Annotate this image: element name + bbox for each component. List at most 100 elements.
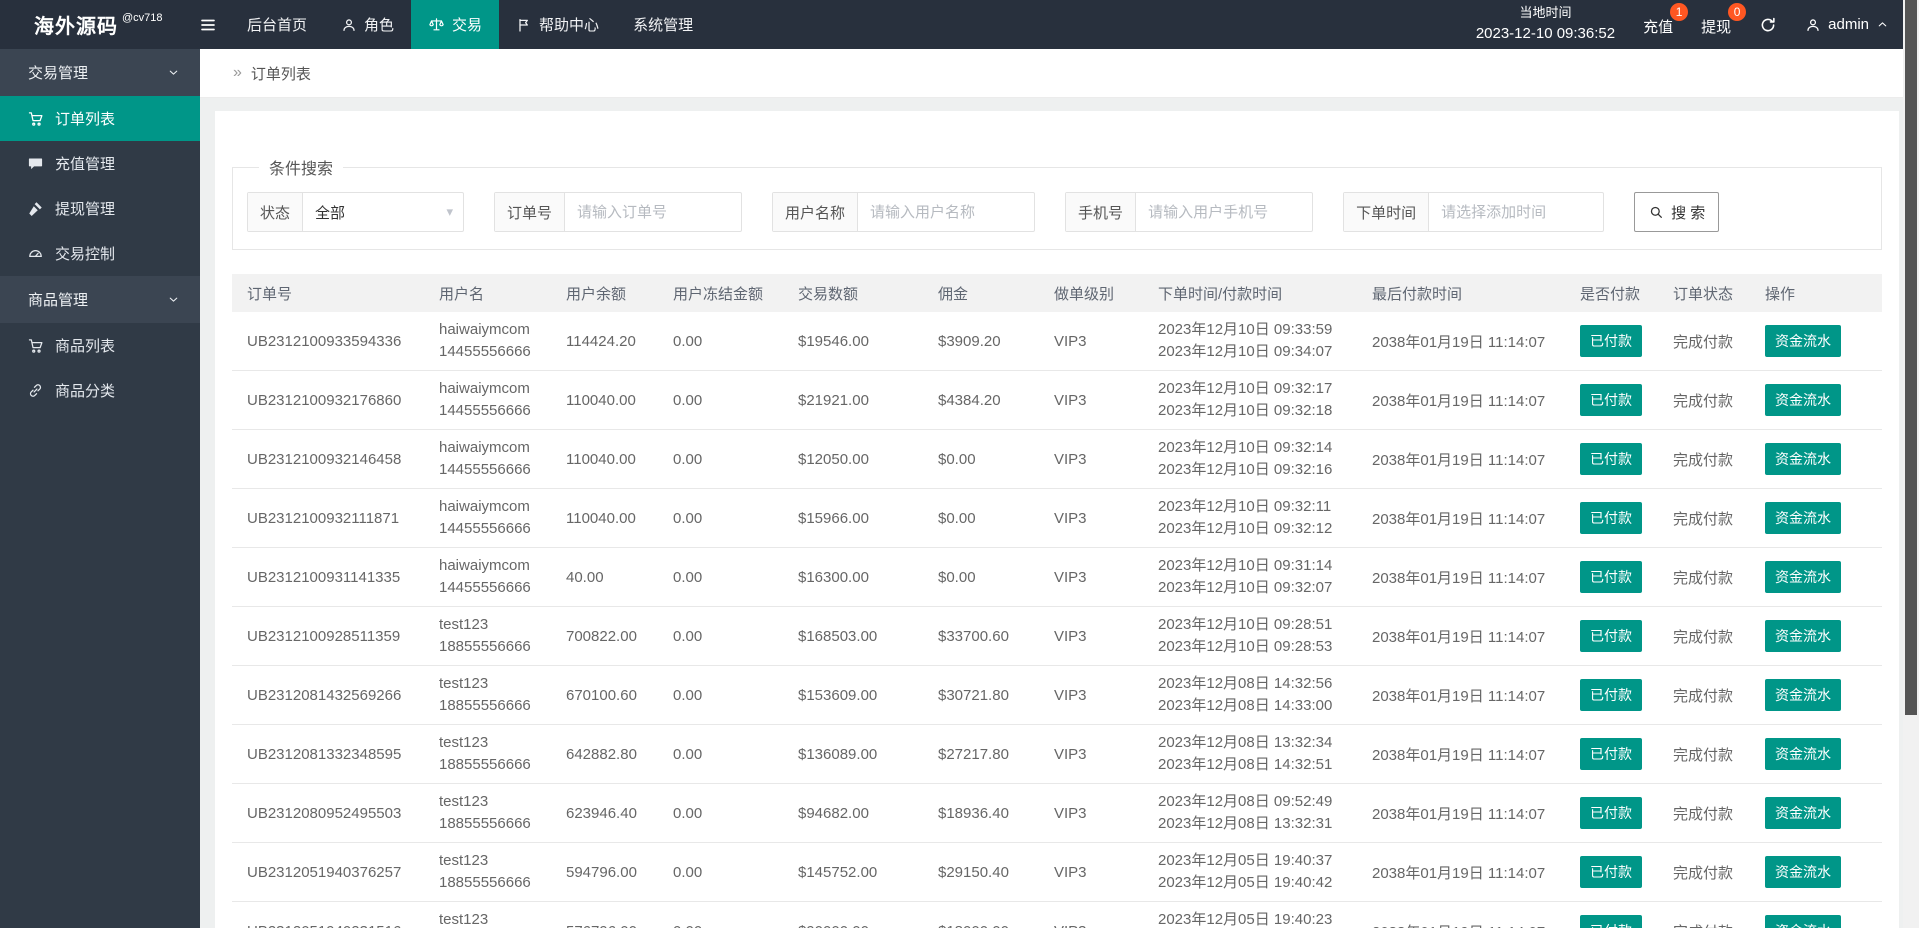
cell-balance: 110040.00 — [551, 429, 658, 489]
phone-text: 18855556666 — [439, 874, 531, 891]
fund-flow-button[interactable]: 资金流水 — [1765, 384, 1841, 416]
status-select[interactable]: 全部 ▾ — [303, 193, 463, 231]
order-time-text: 2023年12月08日 13:32:34 — [1158, 734, 1333, 751]
nav-item-system[interactable]: 系统管理 — [616, 0, 710, 49]
chevron-down-icon — [167, 293, 180, 306]
withdraw-button[interactable]: 提现 0 — [1701, 3, 1747, 37]
pay-time-text: 2023年12月08日 13:32:31 — [1158, 815, 1333, 832]
fund-flow-button[interactable]: 资金流水 — [1765, 856, 1841, 888]
sidebar-item-goods-category[interactable]: 商品分类 — [0, 368, 200, 413]
sidebar-toggle-icon[interactable] — [186, 0, 230, 49]
recharge-button[interactable]: 充值 1 — [1643, 3, 1689, 37]
pay-time-text: 2023年12月05日 19:40:42 — [1158, 874, 1333, 891]
cell-balance: 114424.20 — [551, 312, 658, 371]
paid-badge[interactable]: 已付款 — [1580, 915, 1642, 928]
cell-order-no: UB2312051940376257 — [232, 842, 424, 902]
phone-input[interactable] — [1136, 193, 1313, 231]
nav-item-trade[interactable]: 交易 — [411, 0, 500, 49]
cell-actions: 资金流水 — [1750, 724, 1882, 784]
cell-paid: 已付款 — [1565, 370, 1658, 430]
order-time-text: 2023年12月08日 09:52:49 — [1158, 793, 1333, 810]
cell-level: VIP3 — [1039, 901, 1143, 928]
cell-frozen: 0.00 — [658, 724, 783, 784]
user-icon — [341, 17, 357, 33]
order-no-filter-group: 订单号 — [494, 192, 743, 232]
sidebar-group-goods[interactable]: 商品管理 — [0, 276, 200, 323]
cell-last-pay-time: 2038年01月19日 11:14:07 — [1357, 312, 1565, 371]
paid-badge[interactable]: 已付款 — [1580, 443, 1642, 475]
cell-actions: 资金流水 — [1750, 312, 1882, 371]
cell-username: haiwaiymcom 14455556666 — [424, 429, 551, 489]
paid-badge[interactable]: 已付款 — [1580, 856, 1642, 888]
search-button[interactable]: 搜 索 — [1634, 192, 1720, 232]
sidebar-group-trade[interactable]: 交易管理 — [0, 49, 200, 96]
fund-flow-button[interactable]: 资金流水 — [1765, 561, 1841, 593]
local-time-value: 2023-12-10 09:36:52 — [1475, 25, 1616, 43]
nav-item-help[interactable]: 帮助中心 — [499, 0, 616, 49]
cell-amount: $168503.00 — [783, 606, 923, 666]
fund-flow-button[interactable]: 资金流水 — [1765, 679, 1841, 711]
cell-level: VIP3 — [1039, 724, 1143, 784]
sidebar-item-order-list[interactable]: 订单列表 — [0, 96, 200, 141]
fund-flow-button[interactable]: 资金流水 — [1765, 502, 1841, 534]
cell-balance: 670100.60 — [551, 665, 658, 725]
sidebar-item-label: 订单列表 — [55, 111, 116, 128]
scales-icon — [428, 16, 445, 33]
caret-down-icon: ▾ — [446, 204, 454, 219]
nav-item-dashboard[interactable]: 后台首页 — [230, 0, 324, 49]
col-last-pay-time: 最后付款时间 — [1357, 274, 1565, 312]
pay-time-text: 2023年12月10日 09:32:12 — [1158, 520, 1333, 537]
order-time-input[interactable] — [1429, 193, 1604, 231]
username-text: haiwaiymcom — [439, 498, 530, 515]
recharge-badge: 1 — [1670, 3, 1689, 21]
phone-text: 14455556666 — [439, 579, 531, 596]
link-icon — [27, 382, 44, 399]
col-balance: 用户余额 — [551, 274, 658, 312]
paid-badge[interactable]: 已付款 — [1580, 797, 1642, 829]
fund-flow-button[interactable]: 资金流水 — [1765, 738, 1841, 770]
sidebar-item-trade-control[interactable]: 交易控制 — [0, 231, 200, 276]
paid-badge[interactable]: 已付款 — [1580, 561, 1642, 593]
paid-badge[interactable]: 已付款 — [1580, 679, 1642, 711]
cell-amount: $153609.00 — [783, 665, 923, 725]
paid-badge[interactable]: 已付款 — [1580, 620, 1642, 652]
paid-badge[interactable]: 已付款 — [1580, 738, 1642, 770]
refresh-icon[interactable] — [1759, 16, 1777, 34]
brand-badge: @cv718 — [122, 11, 163, 24]
cell-order-no: UB2312051940231516 — [232, 901, 424, 928]
fund-flow-button[interactable]: 资金流水 — [1765, 443, 1841, 475]
table-row: UB2312100931141335 haiwaiymcom 144555566… — [232, 547, 1882, 607]
paid-badge[interactable]: 已付款 — [1580, 502, 1642, 534]
cell-frozen: 0.00 — [658, 665, 783, 725]
phone-text: 14455556666 — [439, 343, 531, 360]
cell-last-pay-time: 2038年01月19日 11:14:07 — [1357, 842, 1565, 902]
sidebar-item-goods-list[interactable]: 商品列表 — [0, 323, 200, 368]
top-menu: 后台首页 角色 交易 帮助中心 系统管理 — [230, 0, 710, 49]
table-row: UB2312100928511359 test123 18855556666 7… — [232, 606, 1882, 666]
paid-badge[interactable]: 已付款 — [1580, 325, 1642, 357]
chevron-up-icon — [1876, 18, 1889, 31]
table-row: UB2312100933594336 haiwaiymcom 144555566… — [232, 312, 1882, 371]
cell-username: haiwaiymcom 14455556666 — [424, 312, 551, 371]
fund-flow-button[interactable]: 资金流水 — [1765, 915, 1841, 928]
cell-last-pay-time: 2038年01月19日 11:14:07 — [1357, 783, 1565, 843]
sidebar-item-recharge[interactable]: 充值管理 — [0, 141, 200, 186]
sidebar-item-label: 商品分类 — [55, 383, 116, 400]
content-area: 条件搜索 状态 全部 ▾ 订单号 — [200, 98, 1919, 928]
scrollbar-thumb[interactable] — [1905, 0, 1917, 715]
nav-item-role[interactable]: 角色 — [324, 0, 411, 49]
cell-commission: $27217.80 — [923, 724, 1039, 784]
username-input[interactable] — [858, 193, 1035, 231]
paid-badge[interactable]: 已付款 — [1580, 384, 1642, 416]
sidebar-group-label: 商品管理 — [28, 292, 89, 309]
order-time-text: 2023年12月08日 14:32:56 — [1158, 675, 1333, 692]
user-menu[interactable]: admin — [1805, 16, 1889, 33]
fund-flow-button[interactable]: 资金流水 — [1765, 797, 1841, 829]
order-no-input[interactable] — [565, 193, 742, 231]
table-row: UB2312100932176860 haiwaiymcom 144555566… — [232, 370, 1882, 430]
sidebar-item-withdraw[interactable]: 提现管理 — [0, 186, 200, 231]
fund-flow-button[interactable]: 资金流水 — [1765, 620, 1841, 652]
cart-icon — [27, 337, 44, 354]
fund-flow-button[interactable]: 资金流水 — [1765, 325, 1841, 357]
cell-actions: 资金流水 — [1750, 606, 1882, 666]
